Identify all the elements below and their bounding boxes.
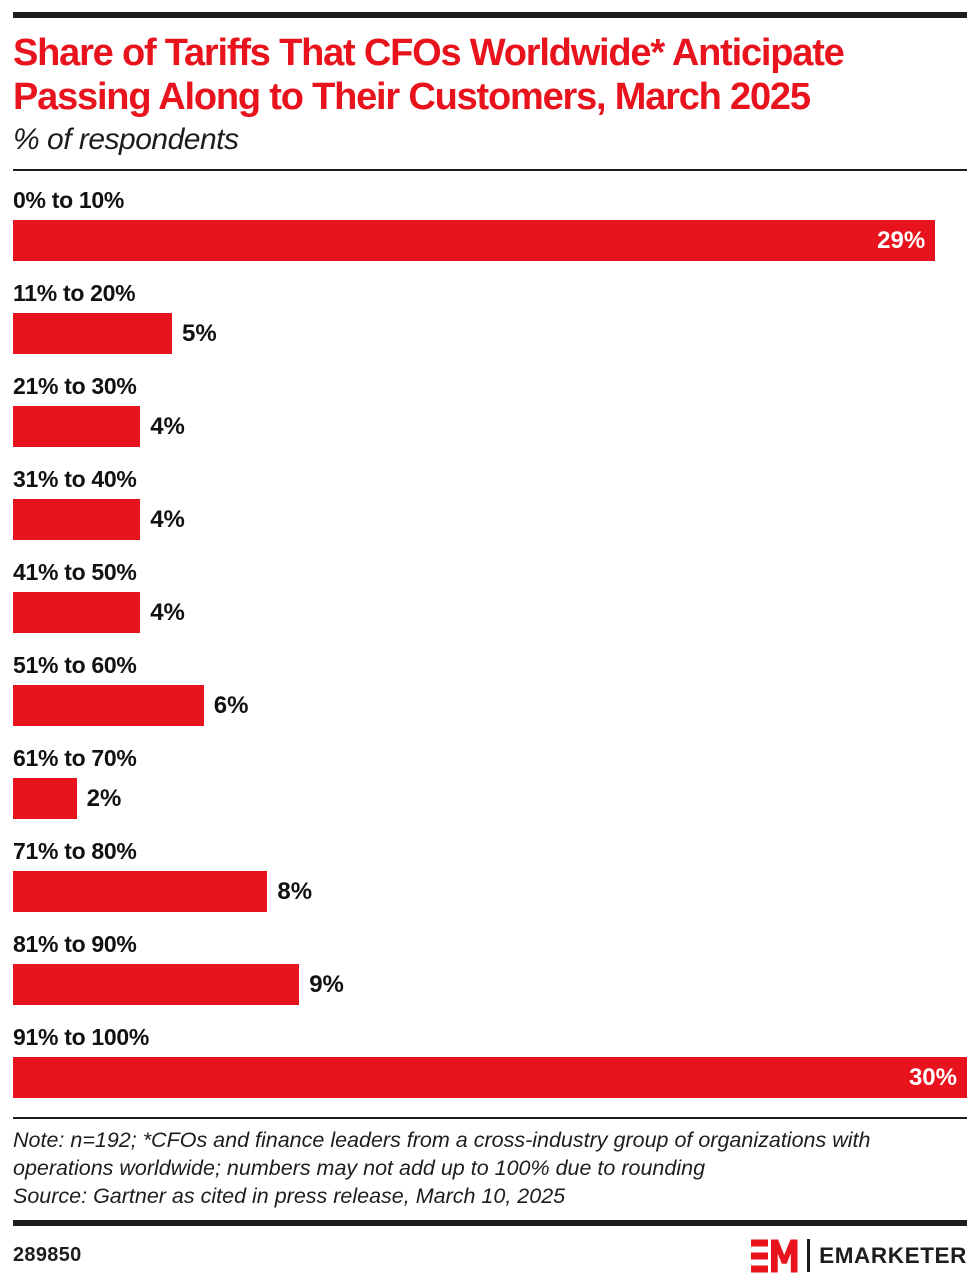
bar-track: 6% 6% <box>13 685 967 727</box>
bar-rows: 0% to 10% 29% 29% 11% to 20% 5% 5% 21% t… <box>13 187 967 1099</box>
bottom-rule <box>13 1219 967 1226</box>
bar-category-label: 71% to 80% <box>13 838 137 865</box>
bar: 5% <box>13 313 172 355</box>
bar-chart: 0% to 10% 29% 29% 11% to 20% 5% 5% 21% t… <box>13 187 967 1099</box>
bar-track: 9% 9% <box>13 964 967 1006</box>
bar-value-label: 4% <box>150 505 185 533</box>
title-line-1: Share of Tariffs That CFOs Worldwide* An… <box>13 32 845 74</box>
chart-id: 289850 <box>13 1244 82 1267</box>
bar-row: 41% to 50% 4% 4% <box>13 559 967 634</box>
bar-category-label: 0% to 10% <box>13 187 125 214</box>
bar-row: 61% to 70% 2% 2% <box>13 745 967 820</box>
bar-category-label: 21% to 30% <box>13 373 137 400</box>
bar-value-label: 6% <box>213 691 249 719</box>
bar-value-label: 8% <box>277 877 313 905</box>
bar-category-label: 41% to 50% <box>13 559 137 586</box>
bar-row: 71% to 80% 8% 8% <box>13 838 967 913</box>
bar: 4% <box>13 406 141 448</box>
bar-value-label: 30% <box>908 1063 957 1091</box>
bar: 4% <box>13 499 141 541</box>
title-line-2: Passing Along to Their Customers, March … <box>13 76 811 119</box>
bar-row: 91% to 100% 30% 30% <box>13 1024 967 1099</box>
bar-category-label: 11% to 20% <box>13 280 136 307</box>
bar-track: 5% 5% <box>13 313 967 355</box>
bar-track: 8% 8% <box>13 871 967 913</box>
bar-category-label: 51% to 60% <box>13 652 137 679</box>
bar-track: 2% 2% <box>13 778 967 820</box>
bar-row: 51% to 60% 6% 6% <box>13 652 967 727</box>
chart-page: Share of Tariffs That CFOs Worldwide* An… <box>0 12 980 1273</box>
bar-value-label: 4% <box>150 412 185 440</box>
emarketer-logo: EMARKETER <box>751 1239 967 1273</box>
bar-value-label: 5% <box>181 319 217 347</box>
bar-value-label: 4% <box>150 598 185 626</box>
logo-divider <box>807 1239 811 1273</box>
bar-category-label: 91% to 100% <box>13 1024 150 1051</box>
top-rule <box>13 12 967 18</box>
bar-track: 29% 29% <box>13 220 967 262</box>
source-text: Source: Gartner as cited in press releas… <box>13 1184 566 1209</box>
em-monogram-icon <box>751 1239 798 1273</box>
header-divider <box>13 169 967 172</box>
bar-track: 30% 30% <box>13 1057 967 1099</box>
bar: 8% <box>13 871 268 913</box>
page-title: Share of Tariffs That CFOs Worldwide* An… <box>13 31 967 119</box>
bar-row: 11% to 20% 5% 5% <box>13 280 967 355</box>
bar-category-label: 31% to 40% <box>13 466 137 493</box>
chart-subtitle: % of respondents <box>13 123 239 157</box>
bar: 29% <box>13 220 936 262</box>
bar-row: 31% to 40% 4% 4% <box>13 466 967 541</box>
bar-track: 4% 4% <box>13 592 967 634</box>
bar-track: 4% 4% <box>13 406 967 448</box>
bar-value-label: 9% <box>309 970 344 998</box>
bar-row: 21% to 30% 4% 4% <box>13 373 967 448</box>
bar-value-label: 29% <box>877 226 926 254</box>
bar-category-label: 81% to 90% <box>13 931 137 958</box>
bar: 30% <box>13 1057 967 1099</box>
bar: 9% <box>13 964 300 1006</box>
bar-track: 4% 4% <box>13 499 967 541</box>
bar-row: 0% to 10% 29% 29% <box>13 187 967 262</box>
brand-wordmark: EMARKETER <box>819 1242 967 1268</box>
bar-category-label: 61% to 70% <box>13 745 137 772</box>
bar: 6% <box>13 685 204 727</box>
bar: 4% <box>13 592 141 634</box>
footnote-divider <box>13 1117 967 1120</box>
bar-value-label: 2% <box>86 784 122 812</box>
bar-row: 81% to 90% 9% 9% <box>13 931 967 1006</box>
footnote-text: Note: n=192; *CFOs and finance leaders f… <box>13 1128 871 1181</box>
footer: 289850 EMARKETER <box>13 1239 967 1273</box>
bar: 2% <box>13 778 77 820</box>
